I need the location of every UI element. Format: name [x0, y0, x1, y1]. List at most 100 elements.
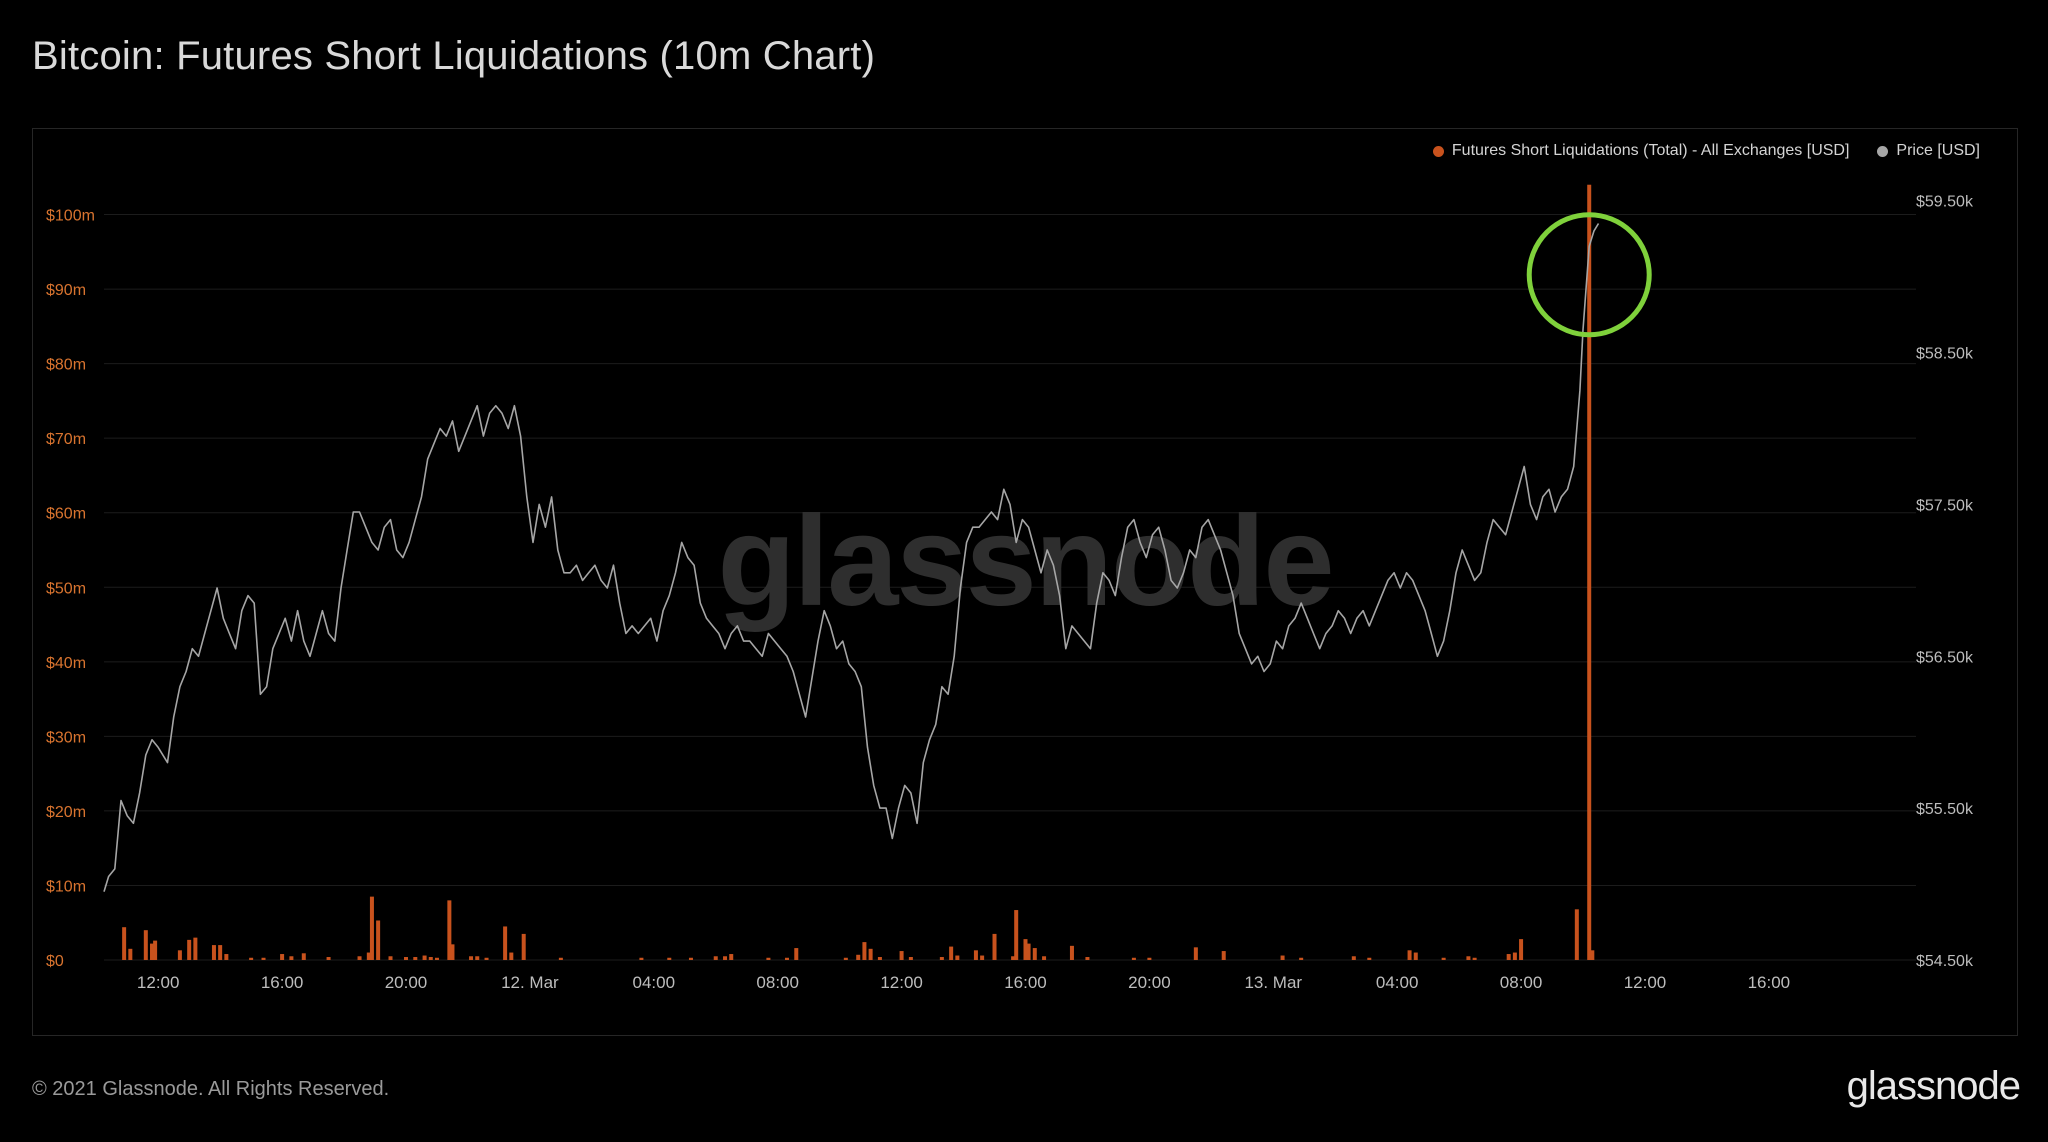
left-tick-label: $60m	[46, 506, 86, 523]
liquidation-bar	[980, 955, 985, 960]
x-tick-label: 16:00	[261, 973, 304, 992]
liquidation-bar	[376, 920, 381, 960]
liquidation-bar	[388, 956, 393, 960]
right-tick-label: $58.50k	[1916, 346, 1974, 363]
watermark: glassnode	[717, 490, 1332, 633]
x-tick-label: 12:00	[880, 973, 923, 992]
liquidation-bar	[1367, 957, 1372, 960]
liquidations-dot-icon	[1432, 145, 1444, 157]
liquidation-bar	[955, 955, 960, 960]
right-tick-label: $56.50k	[1916, 649, 1974, 666]
left-tick-label: $100m	[46, 208, 95, 225]
liquidation-bar	[1519, 939, 1524, 960]
liquidation-bar	[450, 944, 455, 960]
liquidation-bar	[1042, 956, 1047, 960]
annotations	[1526, 212, 1652, 338]
price-dot-icon	[1877, 145, 1889, 157]
liquidation-bar	[992, 933, 997, 960]
liquidation-bar	[143, 930, 148, 960]
liquidation-bar	[422, 955, 427, 960]
liquidation-bar	[193, 937, 198, 960]
liquidation-bar	[1023, 939, 1028, 960]
liquidation-bar	[1014, 910, 1019, 960]
left-tick-label: $50m	[46, 580, 86, 597]
liquidation-bar	[122, 927, 127, 960]
liquidation-bar	[843, 957, 848, 960]
liquidation-bar	[150, 943, 155, 960]
left-tick-label: $20m	[46, 804, 86, 821]
liquidation-bar	[856, 954, 861, 960]
x-tick-label: 08:00	[756, 973, 799, 992]
liquidation-bar	[1085, 957, 1090, 960]
liquidation-bar	[1441, 957, 1446, 960]
liquidation-bar	[639, 957, 644, 960]
price-line-layer	[103, 223, 1600, 892]
liquidation-bar	[688, 957, 693, 960]
liquidation-bar	[1351, 956, 1356, 960]
copyright: © 2021 Glassnode. All Rights Reserved.	[32, 1078, 390, 1100]
liquidation-bar	[862, 942, 867, 960]
liquidation-bar	[404, 957, 408, 960]
liquidation-bar	[1299, 957, 1304, 960]
liquidation-bar	[1069, 945, 1074, 960]
legend-item-liquidations[interactable]: Futures Short Liquidations (Total) - All…	[1432, 142, 1849, 160]
liquidation-bars	[122, 184, 1595, 960]
legend-label: Price [USD]	[1896, 142, 1980, 159]
liquidation-bar	[1587, 184, 1592, 960]
x-tick-label: 04:00	[1376, 973, 1419, 992]
price-line	[103, 223, 1600, 892]
left-tick-label: $80m	[46, 357, 86, 374]
right-tick-label: $59.50k	[1916, 194, 1974, 211]
liquidation-bar	[413, 957, 418, 960]
liquidation-bar	[187, 939, 192, 960]
liquidation-bar	[1193, 947, 1198, 960]
liquidation-bar	[1131, 957, 1136, 960]
liquidation-bar	[1147, 957, 1152, 960]
x-tick-label: 08:00	[1500, 973, 1543, 992]
liquidation-bar	[211, 945, 216, 960]
left-tick-label: $90m	[46, 282, 86, 299]
liquidation-bar	[224, 954, 229, 960]
liquidation-bar	[475, 956, 480, 960]
x-tick-label: 04:00	[633, 973, 676, 992]
liquidation-bar	[218, 945, 223, 960]
liquidation-bar	[1512, 952, 1517, 960]
liquidation-bar	[877, 957, 882, 960]
chart-title: Bitcoin: Futures Short Liquidations (10m…	[32, 34, 876, 78]
brand-logo: glassnode	[1846, 1064, 2021, 1108]
liquidation-bar	[723, 956, 728, 960]
liquidation-bar	[868, 948, 873, 960]
liquidation-bar	[1221, 951, 1226, 960]
liquidation-bar	[289, 956, 294, 960]
liquidation-bar	[1590, 950, 1595, 960]
liquidation-bar	[469, 956, 474, 960]
legend[interactable]: Futures Short Liquidations (Total) - All…	[1432, 142, 1980, 160]
right-tick-label: $54.50k	[1916, 953, 1974, 970]
liquidation-bar	[766, 957, 771, 960]
liquidation-bar	[1011, 956, 1016, 960]
left-tick-label: $30m	[46, 729, 86, 746]
x-tick-label: 12:00	[137, 973, 180, 992]
left-tick-label: $70m	[46, 431, 86, 448]
liquidation-bar	[1574, 909, 1579, 960]
liquidation-bar	[1413, 952, 1418, 960]
left-tick-label: $0	[46, 953, 64, 970]
x-tick-label: 12:00	[1624, 973, 1667, 992]
liquidation-bar	[713, 956, 718, 960]
liquidation-bar	[899, 951, 904, 960]
chart-panel	[32, 128, 2018, 1036]
liquidation-bar	[973, 950, 978, 960]
x-tick-label: 16:00	[1748, 973, 1791, 992]
liquidation-bar	[366, 952, 371, 960]
liquidation-bar	[357, 956, 362, 960]
liquidation-bar	[667, 957, 672, 960]
liquidation-bar	[1466, 956, 1471, 960]
liquidation-bar	[1032, 948, 1037, 960]
liquidation-bar	[1506, 954, 1511, 960]
legend-item-price[interactable]: Price [USD]	[1877, 142, 1980, 160]
liquidation-bar	[326, 957, 331, 960]
x-tick-label: 20:00	[385, 973, 428, 992]
liquidation-bar	[369, 896, 374, 960]
liquidation-bar	[249, 957, 254, 960]
